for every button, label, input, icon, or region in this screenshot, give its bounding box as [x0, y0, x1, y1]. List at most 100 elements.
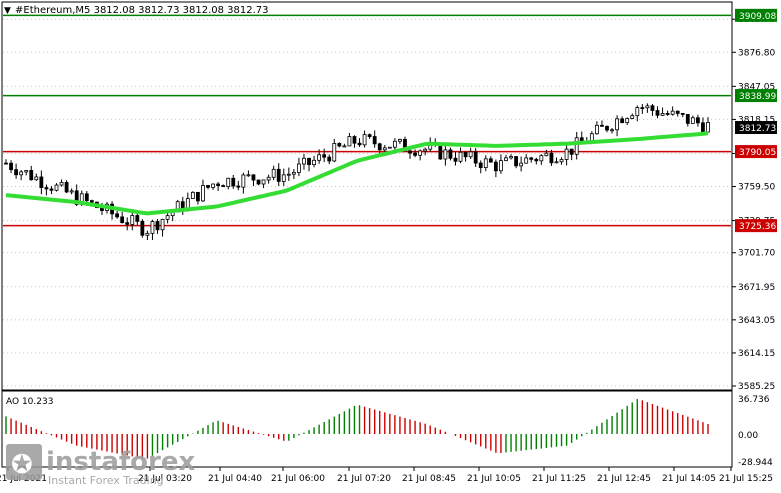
candle-body [554, 161, 559, 164]
candle-body [514, 156, 518, 167]
candle-body [569, 148, 574, 155]
candle-body [418, 150, 423, 156]
candle-body [493, 161, 498, 172]
candle-body [615, 118, 619, 131]
candle-body [413, 152, 417, 156]
candle-body [594, 124, 599, 135]
candle-body [352, 136, 357, 144]
price-axis: 3905.703876.803847.053818.153788.403759.… [732, 15, 775, 392]
candle-body [640, 107, 645, 109]
ao-tick-bottom: -28.944 [738, 458, 773, 468]
candle-body [241, 174, 246, 188]
candle-body [706, 122, 710, 133]
candle-body [297, 163, 301, 173]
level-label-box-resistance-high [735, 8, 777, 22]
candle-body [64, 182, 69, 193]
candle-body [549, 152, 554, 164]
candle-body [574, 137, 579, 155]
candle-body [382, 147, 387, 151]
candle-body [377, 143, 382, 151]
candle-body [620, 118, 625, 124]
candle-body [630, 115, 635, 119]
candle-body [504, 157, 508, 162]
level-lines [3, 14, 731, 227]
candle-body [342, 145, 347, 148]
candle-body [680, 113, 685, 115]
candle-body [125, 222, 130, 225]
candle-body [291, 172, 296, 175]
candle-body [453, 157, 458, 162]
candle-body [211, 183, 215, 188]
price-tick-label: 3643.05 [738, 316, 775, 326]
candle-body [120, 216, 125, 224]
candle-body [478, 162, 483, 169]
time-tick-label: 21 Jul 06:00 [271, 474, 325, 484]
candle-body [54, 184, 59, 191]
candle-body [539, 155, 544, 162]
candle-body [286, 173, 291, 176]
candle-body [534, 158, 539, 162]
symbol-header: #Ethereum,M5 3812.08 3812.73 3812.08 381… [15, 5, 269, 16]
current-price-label: 3812.73 [739, 124, 776, 134]
time-tick-label: 21 Jul 08:45 [402, 474, 456, 484]
candle-body [645, 105, 650, 109]
candle-body [256, 179, 261, 185]
candle-body [135, 215, 140, 222]
price-tick-label: 3701.70 [738, 249, 775, 259]
candle-body [190, 191, 195, 199]
candle-body [307, 157, 311, 166]
price-tick-label: 3614.15 [738, 349, 775, 359]
ma-line [5, 131, 709, 216]
main-chart-frame [1, 1, 733, 391]
candle-body [89, 200, 94, 203]
candle-body [276, 168, 281, 182]
candle-body [201, 185, 205, 202]
price-tick-label: 3759.50 [738, 183, 775, 193]
candle-body [408, 150, 412, 154]
current-price-box [735, 121, 777, 134]
level-label-resistance: 3838.99 [739, 92, 776, 102]
candle-body [463, 151, 468, 158]
time-tick-label: 21 Jul 12:45 [597, 474, 651, 484]
time-tick-label: 21 Jul 15:25 [719, 474, 773, 484]
ao-panel-frame [1, 390, 733, 468]
time-tick-label: 21 Jul 14:05 [662, 474, 716, 484]
candle-body [387, 146, 392, 149]
candle-body [337, 143, 342, 147]
candle-body [216, 183, 221, 186]
watermark-logo-icon [6, 444, 42, 480]
candle-body [544, 152, 549, 157]
candle-body [74, 190, 79, 205]
price-tick-label: 3876.80 [738, 48, 775, 58]
candle-body [499, 160, 503, 172]
candle-body [281, 174, 286, 182]
candle-body [660, 113, 665, 116]
ao-tick-top: 36.736 [738, 395, 770, 405]
candle-body [150, 221, 155, 234]
candle-body [362, 134, 367, 146]
candle-body [165, 215, 170, 220]
candle-body [675, 110, 680, 114]
candle-body [398, 138, 402, 142]
candle-body [665, 113, 670, 115]
candle-body [49, 188, 54, 191]
price-tick-label: 3847.05 [738, 82, 775, 92]
candle-body [266, 176, 271, 181]
time-tick-label: 21 Jul 04:40 [208, 474, 262, 484]
watermark-brand: instaforex [46, 447, 196, 477]
candle-body [519, 162, 524, 167]
price-tick-label: 3671.95 [738, 283, 775, 293]
candle-body [9, 162, 13, 171]
candle-body [261, 179, 266, 185]
candle-body [4, 162, 8, 165]
candle-body [29, 170, 34, 181]
candle-body [625, 118, 630, 124]
candle-body [69, 190, 74, 193]
candle-body [322, 154, 327, 158]
level-label-box-support [735, 145, 777, 159]
candle-body [347, 136, 352, 147]
candle-body [251, 174, 256, 181]
candle-body [302, 157, 306, 165]
